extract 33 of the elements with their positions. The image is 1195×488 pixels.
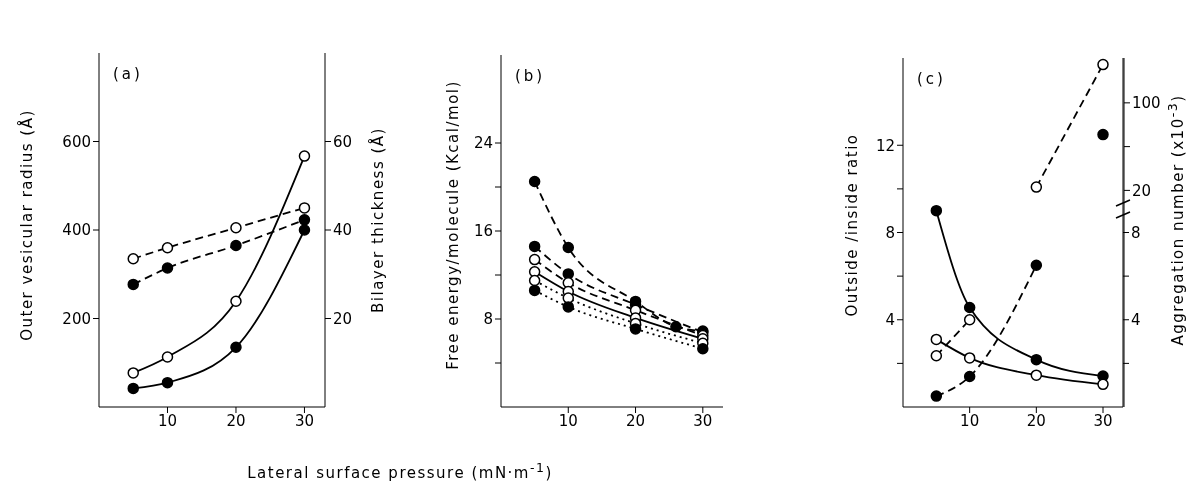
text: (b) [515,67,546,85]
y2-tick-label: 8 [1131,223,1141,242]
text: (c) [917,70,946,88]
x-tick-label: 10 [157,411,178,430]
x-tick-label: 20 [226,411,246,430]
y-tick-label: 16 [473,222,493,241]
y-tick-label: 12 [875,136,895,155]
x-tick-label: 30 [1093,411,1113,430]
y-tick-label: 400 [62,221,91,240]
x-tick-label: 20 [1026,411,1046,430]
y2-tick-label: 4 [1131,311,1141,330]
y-tick-label: 4 [885,311,895,330]
y-axis-title: Outer vesicular radius (Å) [18,109,36,341]
y-axis-title: Free energy/molecule (Kcal/mol) [444,80,462,370]
y2-tick-label: 60 [333,132,353,151]
y-tick-label: 8 [483,310,493,329]
y2-axis-title: Bilayer thickness (Å) [369,127,387,313]
x-axis-title: Lateral surface pressure (mN·m$^{-1}$) [247,460,553,482]
y3-tick-label: 100 [1132,94,1161,113]
y-axis-title: Outside /inside ratio [843,133,861,317]
y-tick-label: 200 [62,309,91,328]
x-tick-label: 10 [960,411,980,430]
text: (a) [113,65,143,83]
y-tick-label: 600 [62,132,91,151]
y2-tick-label: 40 [333,221,353,240]
x-tick-label: 30 [693,411,713,430]
x-tick-label: 30 [294,411,314,430]
x-tick-label: 20 [626,411,646,430]
y3-tick-label: 20 [1132,181,1152,200]
x-tick-label: 10 [558,411,578,430]
y2-tick-label: 20 [333,309,353,328]
y-tick-label: 24 [473,134,493,153]
y-tick-label: 8 [885,223,895,242]
